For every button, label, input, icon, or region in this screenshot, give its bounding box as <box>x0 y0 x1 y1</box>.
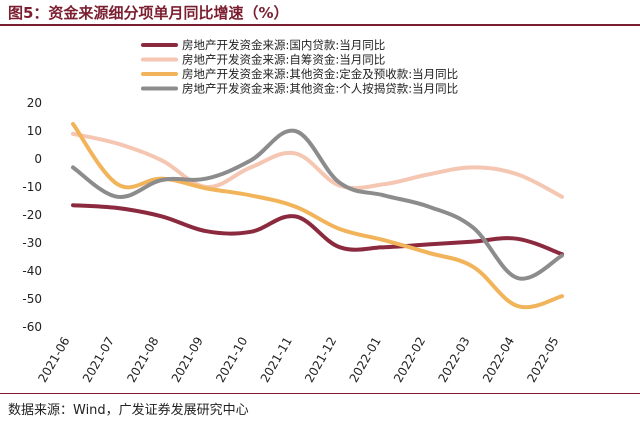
y-tick-label: 0 <box>34 152 42 166</box>
x-axis: 2021-06 2021-07 2021-08 2021-09 2021-10 2021-… <box>35 335 561 385</box>
bottom-rule <box>0 393 640 394</box>
legend-label-3: 房地产开发资金来源:其他资金:定金及预收款:当月同比 <box>182 67 458 81</box>
y-tick-label: -10 <box>22 180 42 194</box>
legend-label-2: 房地产开发资金来源:自筹资金:当月同比 <box>182 53 385 67</box>
y-tick-label: -50 <box>22 292 42 306</box>
x-tick-label: 2022-01 <box>347 335 384 385</box>
series-line-2 <box>71 131 564 199</box>
y-tick-label: 10 <box>27 124 42 138</box>
legend-label-1: 房地产开发资金来源:国内贷款:当月同比 <box>182 38 385 52</box>
source-note: 数据来源：Wind，广发证券发展研究中心 <box>8 403 249 418</box>
title-rule <box>0 24 640 26</box>
x-tick-label: 2021-08 <box>124 335 161 385</box>
x-tick-label: 2021-09 <box>169 335 206 385</box>
x-tick-label: 2022-05 <box>524 335 561 385</box>
y-tick-label: 20 <box>27 96 42 110</box>
y-tick-label: -60 <box>22 320 42 334</box>
x-tick-label: 2022-02 <box>391 335 428 385</box>
series-line-4 <box>71 128 564 281</box>
series-lines <box>71 122 564 310</box>
x-tick-label: 2022-03 <box>435 335 472 385</box>
x-tick-label: 2022-04 <box>480 335 517 385</box>
x-tick-label: 2021-11 <box>258 335 295 385</box>
x-tick-label: 2021-07 <box>80 335 117 385</box>
x-tick-label: 2021-06 <box>35 335 72 385</box>
y-tick-label: -40 <box>22 264 42 278</box>
y-tick-label: -20 <box>22 208 42 222</box>
series-line-3 <box>71 122 564 310</box>
legend: 房地产开发资金来源:国内贷款:当月同比房地产开发资金来源:自筹资金:当月同比房地… <box>141 38 458 96</box>
y-axis: 20 10 0 -10 -20 -30 -40 -50 -60 <box>22 96 42 334</box>
x-tick-label: 2021-10 <box>213 335 250 385</box>
y-tick-label: -30 <box>22 236 42 250</box>
chart-title: 图5：资金来源细分项单月同比增速（%） <box>8 4 289 22</box>
x-tick-label: 2021-12 <box>302 335 339 385</box>
legend-label-4: 房地产开发资金来源:其他资金:个人按揭贷款:当月同比 <box>182 82 458 96</box>
series-line-1 <box>71 203 564 257</box>
